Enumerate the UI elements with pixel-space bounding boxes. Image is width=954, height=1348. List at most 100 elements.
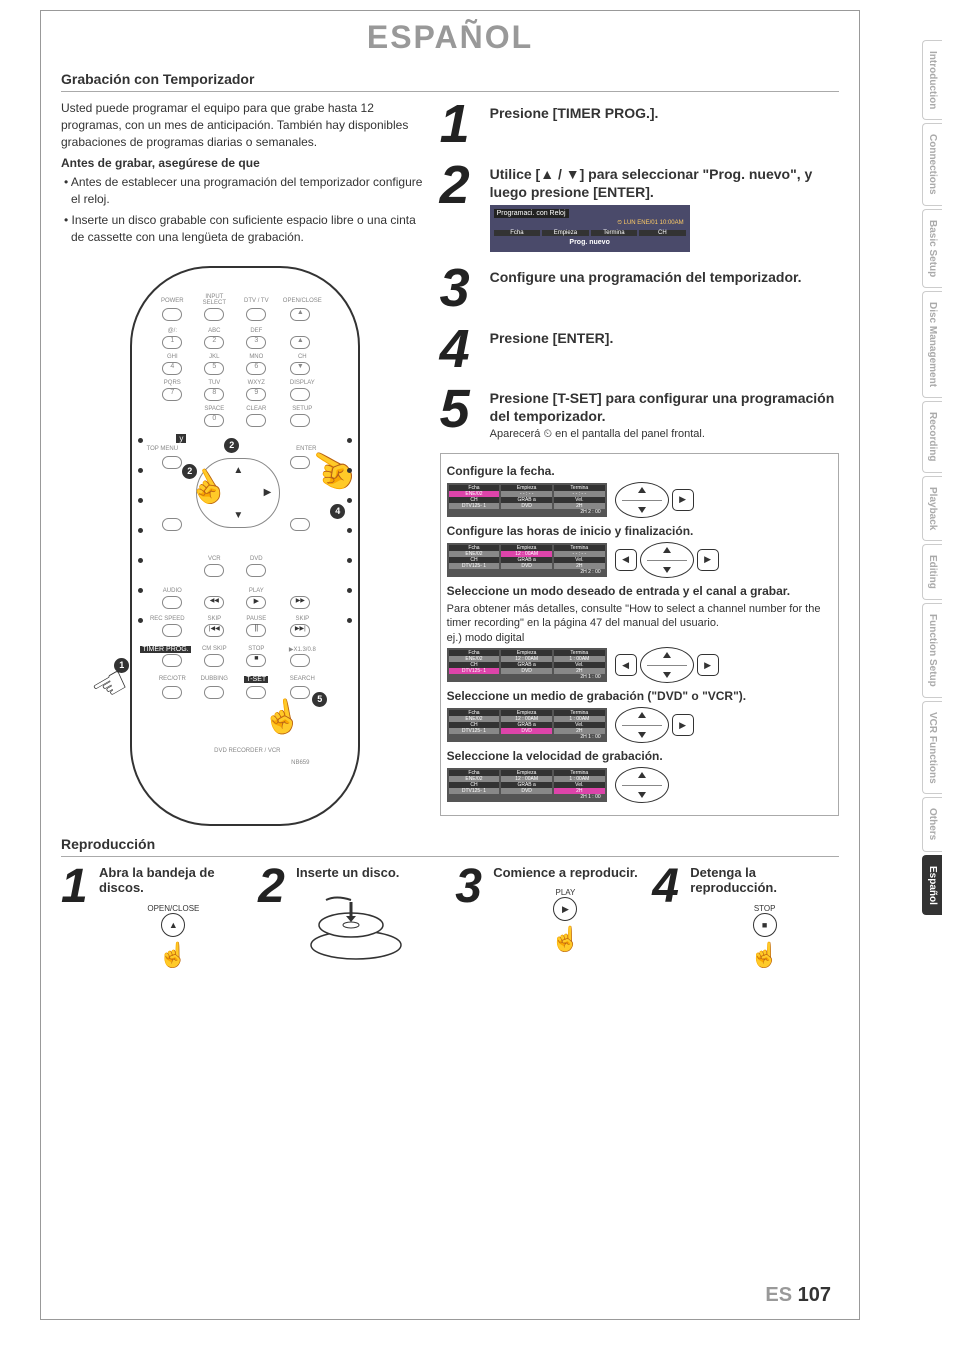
- left-btn-2: ◀: [615, 549, 637, 571]
- tab-espanol[interactable]: Español: [922, 855, 942, 916]
- step-2-text: Utilice [▲ / ▼] para seleccionar "Prog. …: [490, 161, 839, 201]
- callout-y: y: [176, 434, 186, 443]
- pstep-3: 3 Comience a reproducir. PLAY ▶ ☝: [455, 865, 642, 976]
- up-down-btn-2: [640, 542, 694, 578]
- remote-diagram: POWER INPUT SELECT DTV / TV OPEN/CLOSE ▲…: [61, 266, 430, 826]
- btn-setup: [290, 414, 310, 427]
- tab-playback[interactable]: Playback: [922, 476, 942, 541]
- mini-osd-media: FchaEmpiezaTermina ENE/0212 : 00AM1 : 00…: [447, 708, 607, 742]
- sub-channel-head: Seleccione un modo deseado de entrada y …: [447, 584, 832, 598]
- label-abc: ABC: [194, 328, 234, 334]
- label-tset: T-SET: [244, 676, 268, 683]
- btn-top: [162, 456, 182, 469]
- step-4-text: Presione [ENTER].: [490, 325, 614, 374]
- btn-ch-up: ▲: [290, 336, 310, 349]
- hand-icon-1: ☜: [83, 657, 137, 715]
- pstep-4: 4 Detenga la reproducción. STOP ■ ☝: [652, 865, 839, 976]
- nav-cluster-5: [615, 767, 669, 803]
- step-5-text: Presione [T-SET] para configurar una pro…: [490, 385, 839, 425]
- manual-page: ESPAÑOL Grabación con Temporizador Usted…: [40, 10, 860, 1320]
- remote-outline: POWER INPUT SELECT DTV / TV OPEN/CLOSE ▲…: [130, 266, 360, 826]
- label-recspeed: REC SPEED: [147, 616, 187, 622]
- step-5-note: Aparecerá ⏲ en el pantalla del panel fro…: [490, 428, 839, 441]
- hand-icon-open: ☝: [99, 941, 248, 970]
- btn-4: 4: [162, 362, 182, 375]
- step-5: 5 Presione [T-SET] para configurar una p…: [440, 385, 839, 440]
- osd-h-term: Termina: [591, 230, 638, 236]
- label-setup: SETUP: [282, 406, 322, 412]
- mini-osd-date: FchaEmpiezaTermina ENE/02- - : - -- - : …: [447, 483, 607, 517]
- osd-h-emp: Empieza: [542, 230, 589, 236]
- right-btn: ▶: [672, 489, 694, 511]
- btn-dvd: [246, 564, 266, 577]
- btn-1: 1: [162, 336, 182, 349]
- up-down-btn-5: [615, 767, 669, 803]
- step-3: 3 Configure una programación del tempori…: [440, 264, 839, 313]
- sub-time-head: Configure las horas de inicio y finaliza…: [447, 524, 832, 538]
- pstep-1-num: 1: [61, 865, 99, 976]
- btn-5: 5: [204, 362, 224, 375]
- hand-icon-5: ☝: [259, 694, 305, 738]
- btn-nav-bl: [162, 518, 182, 531]
- step-5-number: 5: [440, 385, 490, 440]
- btn-ch-dn: ▼: [290, 362, 310, 375]
- sub-speed-head: Seleccione la velocidad de grabación.: [447, 749, 832, 763]
- bullet-clock: Antes de establecer una programación del…: [61, 174, 430, 208]
- btn-pause: ||: [246, 624, 266, 637]
- sub-date-head: Configure la fecha.: [447, 464, 832, 478]
- tab-editing[interactable]: Editing: [922, 544, 942, 600]
- tab-vcr-functions[interactable]: VCR Functions: [922, 701, 942, 795]
- btn-0: 0: [204, 414, 224, 427]
- tab-basic-setup[interactable]: Basic Setup: [922, 209, 942, 288]
- tab-introduction[interactable]: Introduction: [922, 40, 942, 120]
- up-down-btn-3: [640, 647, 694, 683]
- pstep-4-label: STOP: [690, 904, 839, 913]
- insert-disc-icon: [296, 890, 406, 970]
- nav-cluster-4: ▶: [615, 707, 694, 743]
- tab-others[interactable]: Others: [922, 797, 942, 851]
- btn-ff: ▶▶: [290, 596, 310, 609]
- btn-clear: [246, 414, 266, 427]
- btn-6: 6: [246, 362, 266, 375]
- hand-icon-stop: ☝: [690, 941, 839, 970]
- label-top: TOP MENU: [142, 446, 182, 452]
- step-1: 1 Presione [TIMER PROG.].: [440, 100, 839, 149]
- step-4-number: 4: [440, 325, 490, 374]
- label-x13: ▶X1.3/0.8: [282, 646, 322, 653]
- label-space: SPACE: [194, 406, 234, 412]
- btn-rec: [162, 686, 182, 699]
- play-icon: ▶: [553, 897, 577, 921]
- btn-dubbing: [204, 686, 224, 699]
- footer-page: 107: [798, 1284, 831, 1306]
- btn-open: ▲: [290, 308, 310, 321]
- step-4: 4 Presione [ENTER].: [440, 325, 839, 374]
- btn-x13: [290, 654, 310, 667]
- page-language-title: ESPAÑOL: [41, 19, 859, 56]
- stop-icon: ■: [753, 913, 777, 937]
- btn-rew: ◀◀: [204, 596, 224, 609]
- btn-skip-f: ▶▶|: [290, 624, 310, 637]
- btn-cmskip: [204, 654, 224, 667]
- sub-channel-example: ej.) modo digital: [447, 632, 832, 644]
- pstep-2-num: 2: [258, 865, 296, 976]
- btn-8: 8: [204, 388, 224, 401]
- osd-h-fcha: Fcha: [494, 230, 541, 236]
- tab-function-setup[interactable]: Function Setup: [922, 603, 942, 698]
- pstep-2: 2 Inserte un disco.: [258, 865, 445, 976]
- tab-disc-management[interactable]: Disc Management: [922, 291, 942, 398]
- two-column-layout: Usted puede programar el equipo para que…: [61, 100, 839, 826]
- tab-connections[interactable]: Connections: [922, 123, 942, 206]
- right-btn-4: ▶: [672, 714, 694, 736]
- label-dvd: DVD: [236, 556, 276, 562]
- side-tabs: Introduction Connections Basic Setup Dis…: [922, 40, 954, 918]
- btn-stop: ■: [246, 654, 266, 667]
- footer-es: ES: [765, 1284, 792, 1306]
- tab-recording[interactable]: Recording: [922, 401, 942, 472]
- bullet-disc: Inserte un disco grabable con suficiente…: [61, 212, 430, 246]
- right-column: 1 Presione [TIMER PROG.]. 2 Utilice [▲ /…: [440, 100, 839, 826]
- nav-cluster-2: ◀ ▶: [615, 542, 719, 578]
- label-pqrs: PQRS: [152, 380, 192, 386]
- pstep-1-text: Abra la bandeja de discos.: [99, 865, 248, 896]
- pstep-1-label: OPEN/CLOSE: [99, 904, 248, 913]
- label-power: POWER: [152, 298, 192, 304]
